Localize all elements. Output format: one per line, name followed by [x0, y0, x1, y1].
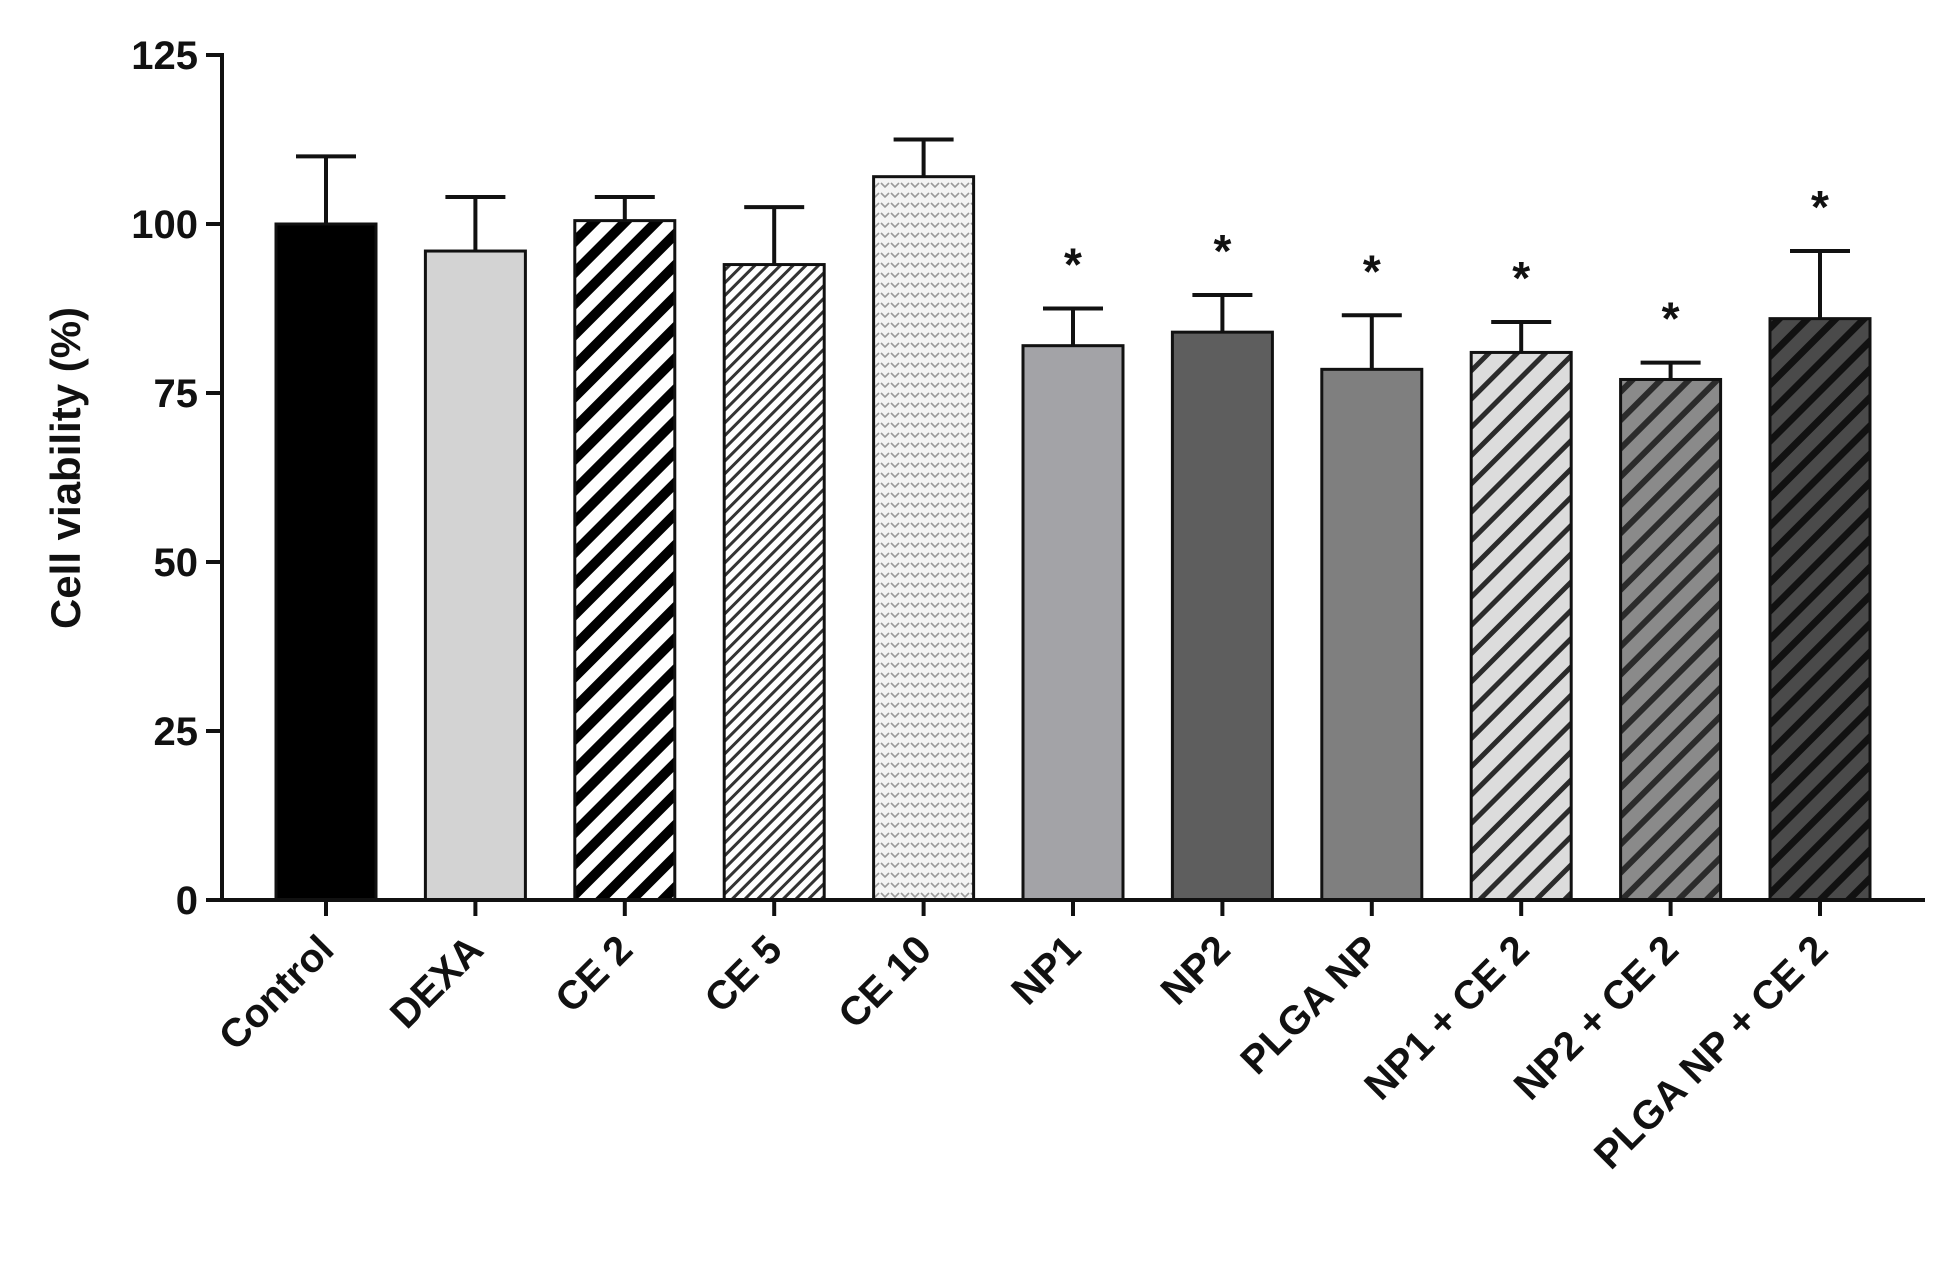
bar-dexa: [423, 249, 527, 902]
y-tick-label: 125: [131, 34, 198, 78]
bar-np1-ce-2: [1469, 350, 1573, 902]
y-axis-title: Cell viability (%): [42, 307, 89, 629]
y-tick-label: 50: [154, 541, 199, 585]
x-tick-label: CE 2: [547, 927, 641, 1021]
significance-marker: *: [1213, 225, 1231, 277]
x-tick-label: NP2: [1153, 927, 1239, 1013]
y-tick-label: 75: [154, 372, 199, 416]
bar-plga-np: [1320, 367, 1424, 902]
y-tick-label: 0: [176, 879, 198, 923]
bar-ce-5: [722, 263, 826, 902]
significance-layer: * * * * * *: [1064, 181, 1829, 345]
bar-ce-10: [872, 175, 976, 902]
x-tick-label: PLGA NP: [1232, 927, 1388, 1083]
bar-np2-ce-2: [1619, 377, 1723, 902]
y-ticks: 0 25 50 75 100 125: [131, 34, 222, 923]
x-tick-label: DEXA: [382, 927, 492, 1037]
x-tick-label: CE 5: [697, 927, 791, 1021]
x-tick-label: NP1: [1003, 927, 1089, 1013]
bars-layer: [274, 175, 1872, 902]
significance-marker: *: [1363, 245, 1381, 297]
bar-np1: [1021, 344, 1125, 902]
bar-ce-2: [573, 219, 677, 902]
y-tick-label: 100: [131, 203, 198, 247]
significance-marker: *: [1512, 252, 1530, 304]
x-tick-label: Control: [211, 927, 343, 1059]
error-bars-layer: [296, 137, 1850, 380]
x-tick-label: CE 10: [830, 927, 940, 1037]
significance-marker: *: [1064, 239, 1082, 291]
bar-control: [274, 222, 378, 902]
significance-marker: *: [1811, 181, 1829, 233]
significance-marker: *: [1662, 293, 1680, 345]
bar-np2: [1170, 330, 1274, 902]
bar-plga-np-ce-2: [1768, 317, 1872, 902]
y-tick-label: 25: [154, 710, 199, 754]
